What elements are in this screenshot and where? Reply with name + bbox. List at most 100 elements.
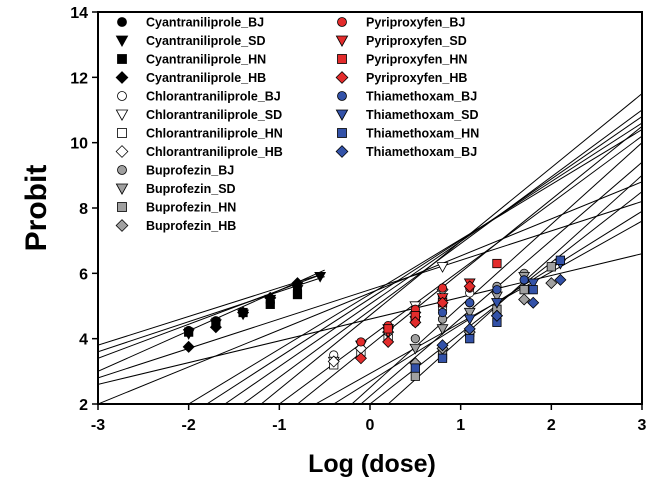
legend-marker	[337, 91, 347, 101]
data-point	[292, 289, 303, 300]
data-point	[465, 298, 475, 308]
legend-marker	[335, 145, 349, 158]
legend-marker	[115, 35, 129, 47]
x-axis-title: Log (dose)	[308, 450, 436, 478]
data-point	[527, 278, 540, 290]
data-point	[554, 273, 567, 286]
legend-label: Chlorantraniliprole_HN	[146, 127, 283, 141]
legend-marker	[115, 183, 129, 195]
regression-line	[188, 129, 642, 404]
x-tick-label: -1	[272, 417, 286, 434]
regression-line	[224, 116, 642, 404]
regression-line	[297, 125, 642, 404]
y-tick-label: 6	[79, 266, 88, 283]
data-point	[463, 280, 476, 293]
data-point	[356, 337, 366, 347]
legend-marker	[335, 35, 349, 47]
legend-label: Cyantraniliprole_HB	[146, 71, 266, 85]
data-point	[492, 258, 502, 269]
data-point	[410, 363, 420, 373]
data-point	[209, 321, 222, 334]
legend-label: Pyriproxyfen_BJ	[366, 16, 465, 30]
legend-label: Thiamethoxam_BJ	[366, 90, 477, 104]
legend-label: Thiamethoxam_SD	[366, 108, 479, 122]
data-point	[437, 283, 448, 293]
data-point	[382, 335, 395, 348]
x-tick-label: 2	[547, 417, 556, 434]
data-point	[327, 355, 340, 368]
x-tick-label: 0	[366, 417, 375, 434]
data-point	[465, 334, 475, 344]
y-axis-title: Probit	[20, 165, 53, 252]
legend: Cyantraniliprole_BJ Cyantraniliprole_SD Cy…	[115, 16, 479, 233]
regression-line	[98, 272, 325, 346]
x-axis-ticks: -3 -2 -1 0 1 2 3	[91, 404, 647, 434]
legend-label: Pyriproxyfen_SD	[366, 34, 467, 48]
data-point	[436, 262, 449, 273]
data-point	[354, 352, 367, 365]
data-points	[182, 255, 567, 381]
legend-marker	[337, 54, 347, 64]
legend-marker	[117, 91, 127, 101]
data-point	[463, 322, 476, 335]
legend-label: Cyantraniliprole_HN	[146, 53, 266, 67]
legend-label: Cyantraniliprole_BJ	[146, 16, 264, 30]
data-point	[410, 371, 420, 381]
legend-marker	[337, 128, 347, 138]
legend-marker	[115, 219, 129, 232]
data-point	[437, 353, 448, 363]
legend-marker	[117, 17, 127, 27]
data-point	[314, 271, 327, 283]
regression-line	[98, 253, 642, 385]
data-point	[184, 327, 194, 337]
regression-line	[279, 135, 642, 404]
x-tick-label: 3	[638, 417, 647, 434]
data-point	[528, 285, 538, 295]
legend-marker	[117, 202, 127, 212]
legend-marker	[115, 109, 129, 121]
y-tick-label: 12	[70, 70, 88, 87]
legend-marker	[117, 128, 127, 138]
regression-line	[351, 142, 642, 404]
data-point	[545, 277, 558, 290]
data-point	[436, 339, 449, 352]
y-tick-label: 10	[70, 136, 88, 153]
data-point	[409, 343, 422, 355]
data-point	[519, 275, 529, 285]
data-point	[527, 296, 540, 309]
legend-label: Thiamethoxam_HN	[366, 127, 479, 141]
y-tick-label: 14	[70, 5, 88, 22]
data-point	[555, 255, 566, 265]
regression-line	[206, 122, 642, 404]
regression-line	[98, 276, 325, 353]
legend-label: Buprofezin_HN	[146, 201, 236, 215]
data-point	[237, 306, 250, 319]
legend-label: Cyantraniliprole_SD	[146, 34, 265, 48]
regression-line	[315, 220, 642, 404]
legend-label: Pyriproxyfen_HN	[366, 53, 467, 67]
legend-label: Chlorantraniliprole_HB	[146, 145, 283, 159]
regression-line	[333, 210, 642, 404]
regression-line	[387, 174, 642, 404]
data-point	[491, 298, 503, 309]
data-point	[437, 307, 448, 318]
data-point	[410, 334, 420, 344]
data-point	[383, 324, 393, 334]
x-tick-label: 1	[456, 417, 465, 434]
regression-line	[98, 181, 642, 404]
regression-line	[242, 109, 642, 404]
x-tick-label: -3	[91, 417, 105, 434]
data-point	[409, 316, 422, 329]
legend-marker	[117, 54, 127, 64]
data-point	[518, 293, 531, 306]
legend-marker	[335, 109, 349, 121]
y-tick-label: 8	[79, 201, 88, 218]
legend-marker	[117, 165, 127, 175]
legend-label: Chlorantraniliprole_BJ	[146, 90, 281, 104]
regression-line	[260, 93, 642, 404]
data-point	[546, 262, 556, 272]
regression-line	[360, 161, 642, 404]
data-point	[492, 285, 502, 295]
legend-label: Buprofezin_SD	[146, 182, 236, 196]
y-tick-label: 2	[79, 397, 88, 414]
